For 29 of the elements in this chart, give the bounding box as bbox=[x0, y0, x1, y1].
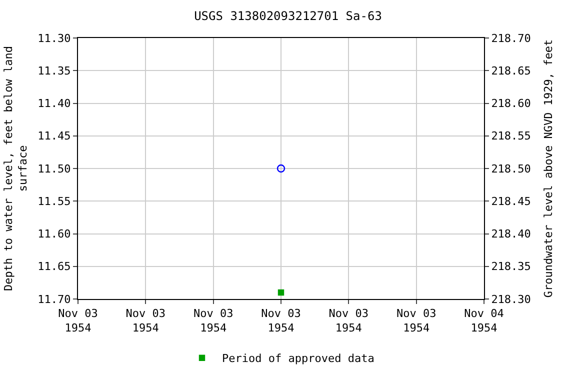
x-tick-label: Nov 04 1954 bbox=[464, 307, 504, 334]
y-tick-label: 11.60 bbox=[38, 228, 71, 241]
y-tick-label: 11.65 bbox=[38, 260, 71, 274]
x-tick-label: Nov 03 1954 bbox=[261, 307, 301, 334]
y2-tick-label: 218.30 bbox=[491, 292, 531, 306]
y2-axis-title: Groundwater level above NGVD 1929, feet bbox=[542, 39, 556, 298]
x-tick-label: Nov 03 1954 bbox=[328, 307, 369, 334]
y2-tick-label: 218.55 bbox=[491, 130, 531, 143]
y-tick-label: 11.50 bbox=[38, 162, 71, 176]
y-axis-title: Depth to water level, feet below land surface bbox=[2, 46, 30, 292]
y2-tick-label: 218.65 bbox=[491, 64, 531, 78]
y-tick-label: 11.55 bbox=[38, 194, 71, 208]
x-tick-label: Nov 03 1954 bbox=[126, 307, 166, 334]
x-tick-label: Nov 03 1954 bbox=[396, 307, 436, 334]
y2-tick-label: 218.50 bbox=[491, 162, 531, 176]
y-tick-label: 11.35 bbox=[38, 64, 71, 78]
y-tick-label: 11.70 bbox=[38, 292, 71, 306]
y2-tick-label: 218.35 bbox=[491, 260, 531, 274]
y-tick-label: 11.45 bbox=[38, 130, 71, 143]
legend-label: Period of approved data bbox=[222, 352, 374, 366]
y2-tick-label: 218.70 bbox=[491, 32, 531, 45]
x-tick-label: Nov 03 1954 bbox=[193, 307, 234, 334]
y2-tick-label: 218.45 bbox=[491, 194, 531, 208]
y2-tick-label: 218.60 bbox=[491, 97, 531, 110]
y-tick-label: 11.30 bbox=[38, 32, 71, 45]
chart-title: USGS 313802093212701 Sa-63 bbox=[194, 8, 382, 23]
y2-tick-label: 218.40 bbox=[491, 228, 531, 241]
x-tick-label: Nov 03 1954 bbox=[58, 307, 98, 334]
y-tick-label: 11.40 bbox=[38, 97, 71, 110]
